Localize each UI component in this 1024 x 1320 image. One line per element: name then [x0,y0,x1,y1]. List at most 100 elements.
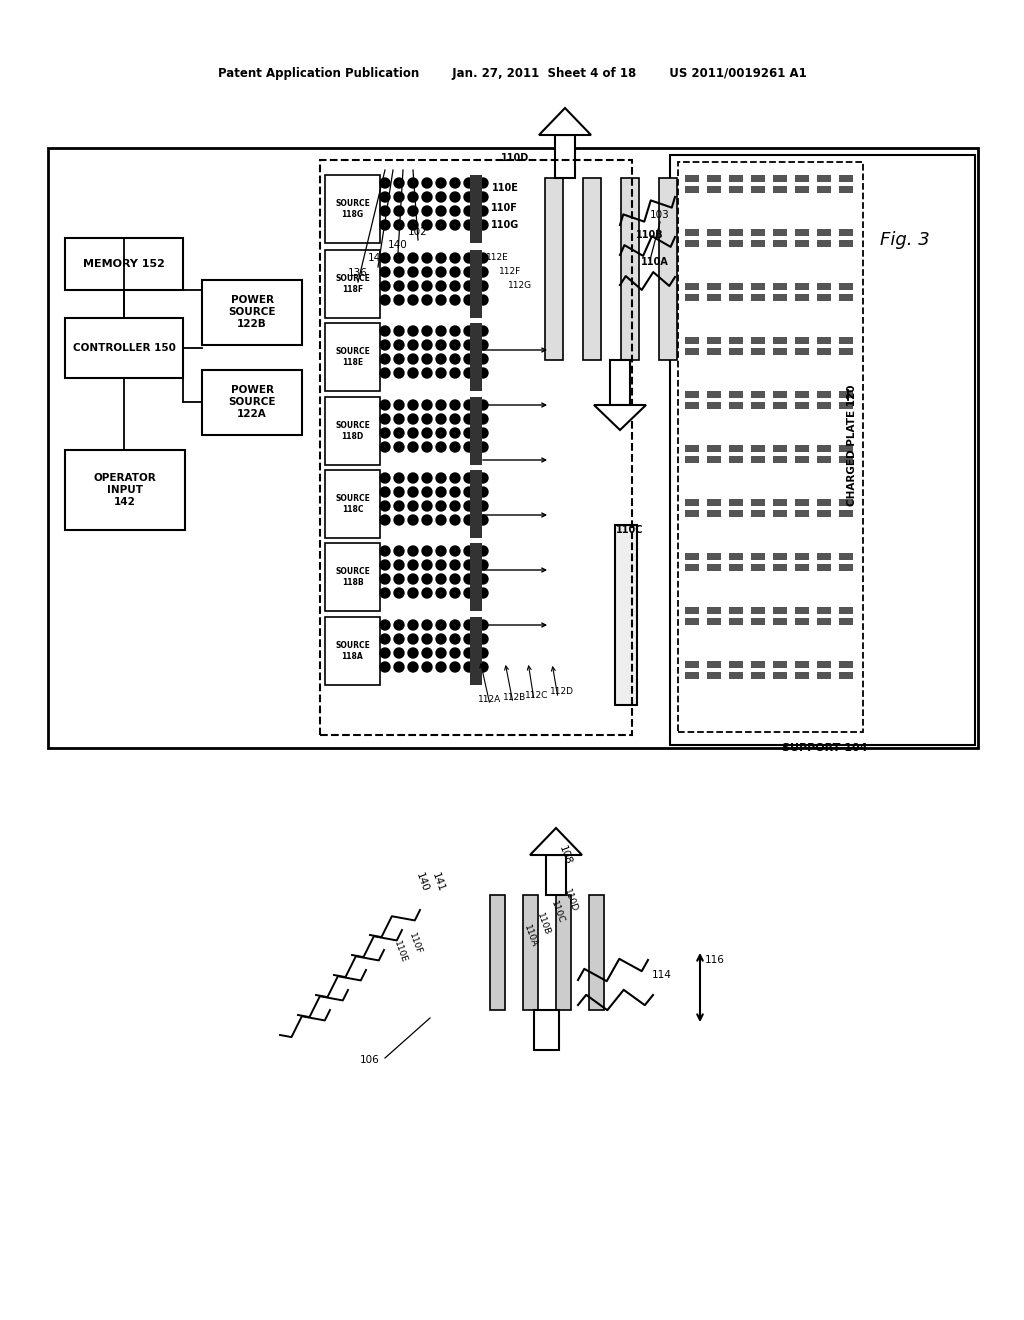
Text: 112B: 112B [504,693,526,702]
Polygon shape [594,405,646,430]
Bar [751,348,765,355]
Bar [839,337,853,345]
Bar [817,499,831,506]
Bar [839,672,853,678]
Bar [839,186,853,193]
Bar [795,510,809,517]
Bar [773,186,787,193]
Circle shape [464,400,474,411]
Bar [685,348,699,355]
Circle shape [422,267,432,277]
Bar [202,370,302,436]
Circle shape [450,587,460,598]
Circle shape [380,294,390,305]
Bar [839,499,853,506]
Circle shape [464,574,474,583]
Circle shape [478,253,488,263]
Bar [685,337,699,345]
Text: 110B: 110B [535,912,551,936]
Circle shape [478,442,488,451]
Circle shape [450,634,460,644]
Circle shape [436,267,446,277]
Bar [839,176,853,182]
Circle shape [422,634,432,644]
Circle shape [450,400,460,411]
Circle shape [422,354,432,364]
Bar [817,403,831,409]
Circle shape [478,267,488,277]
Bar [685,661,699,668]
Bar [534,1010,559,1049]
Bar [615,525,637,705]
Circle shape [422,648,432,657]
Circle shape [478,546,488,556]
Bar [685,176,699,182]
Bar [729,445,743,451]
Bar [325,249,380,318]
Circle shape [394,400,404,411]
Bar [729,618,743,624]
Text: 110F: 110F [407,932,423,956]
Bar [751,564,765,572]
Circle shape [394,487,404,498]
Circle shape [464,178,474,187]
Circle shape [408,634,418,644]
Circle shape [478,341,488,350]
Circle shape [394,253,404,263]
Circle shape [394,620,404,630]
Bar [751,618,765,624]
Bar [773,618,787,624]
Circle shape [380,341,390,350]
Bar [729,348,743,355]
Bar [610,360,630,405]
Bar [773,391,787,399]
Circle shape [408,326,418,337]
Bar [773,455,787,463]
Bar [707,672,721,678]
Bar [545,178,563,360]
Circle shape [408,487,418,498]
Circle shape [464,341,474,350]
Bar [729,553,743,560]
Bar [839,618,853,624]
Circle shape [436,546,446,556]
Circle shape [450,428,460,438]
Circle shape [408,354,418,364]
Circle shape [380,191,390,202]
Bar [751,337,765,345]
Bar [707,240,721,247]
Circle shape [436,281,446,290]
Text: 106: 106 [360,1055,380,1065]
Bar [817,228,831,236]
Bar [729,510,743,517]
Circle shape [436,294,446,305]
Bar [707,499,721,506]
Bar [839,403,853,409]
Circle shape [450,191,460,202]
Bar [729,672,743,678]
Circle shape [478,620,488,630]
Circle shape [422,400,432,411]
Bar [685,499,699,506]
Circle shape [436,515,446,525]
Circle shape [422,473,432,483]
Circle shape [450,620,460,630]
Circle shape [450,326,460,337]
Circle shape [436,648,446,657]
Bar [773,294,787,301]
Circle shape [464,191,474,202]
Circle shape [394,368,404,378]
Circle shape [422,206,432,216]
Bar [751,499,765,506]
Bar [773,240,787,247]
Circle shape [422,294,432,305]
Circle shape [380,354,390,364]
Bar [707,445,721,451]
Circle shape [380,546,390,556]
Bar [795,176,809,182]
Circle shape [478,178,488,187]
Circle shape [408,400,418,411]
Circle shape [422,220,432,230]
Bar [707,510,721,517]
Circle shape [394,178,404,187]
